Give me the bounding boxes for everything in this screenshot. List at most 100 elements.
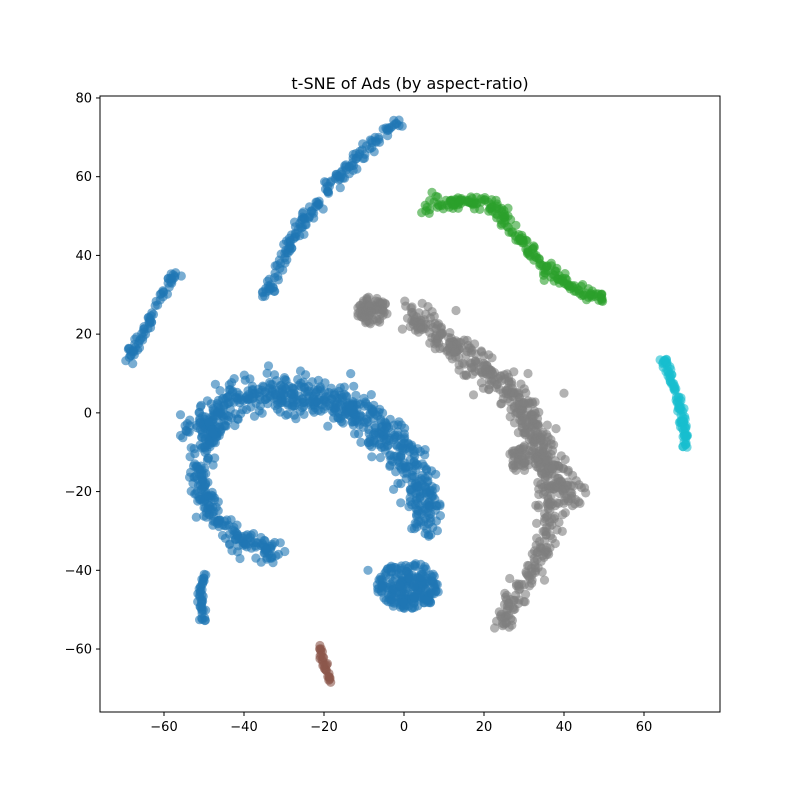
scatter-point [185,452,195,462]
scatter-point [451,305,461,316]
scatter-point [537,469,547,479]
scatter-point [291,229,301,239]
scatter-point [389,484,399,494]
scatter-point [431,191,441,201]
scatter-point [344,400,354,410]
scatter-point [260,387,270,397]
series-green [417,187,608,306]
scatter-point [403,438,413,448]
scatter-point [196,400,206,410]
scatter-point [399,603,409,614]
scatter-point [509,388,519,398]
scatter-point [401,461,412,472]
scatter-point [498,388,508,398]
scatter-point [375,453,385,463]
scatter-point [274,255,284,265]
scatter-point [299,409,309,419]
scatter-point [409,582,419,592]
scatter-point [504,598,514,608]
scatter-point [551,266,561,276]
scatter-point [425,502,435,512]
scatter-point [384,125,394,135]
scatter-point [581,488,591,498]
scatter-point [240,375,250,385]
y-tick-label: −40 [65,564,92,579]
scatter-point [598,296,608,306]
scatter-point [423,519,434,529]
scatter-point [212,517,223,527]
scatter-point [262,276,273,286]
scatter-point [480,360,490,370]
y-tick-label: −20 [65,485,92,500]
scatter-point [262,553,272,563]
scatter-point [427,482,437,492]
scatter-point [263,399,273,409]
scatter-point [450,346,460,357]
scatter-point [409,592,419,602]
scatter-point [423,302,433,312]
scatter-point [463,197,473,207]
scatter-point [365,319,375,329]
scatter-point [531,434,541,444]
scatter-point [661,355,671,365]
scatter-point [352,164,362,174]
scatter-point [375,314,385,324]
scatter-point [372,411,382,421]
scatter-point [366,390,376,400]
scatter-point [487,353,497,363]
scatter-point [393,420,403,430]
scatter-point [521,589,531,599]
scatter-point [427,589,437,599]
scatter-point [554,278,565,288]
scatter-point [563,467,573,477]
scatter-point [511,579,522,589]
scatter-point [501,618,511,628]
scatter-point [232,520,242,530]
scatter-point [128,359,138,369]
scatter-point [203,453,213,463]
scatter-point [121,356,131,366]
x-tick-label: 60 [636,720,653,735]
scatter-point [496,399,506,409]
scatter-point [415,489,425,499]
scatter-point [210,379,220,389]
scatter-point [500,374,510,384]
scatter-point [204,418,214,428]
scatter-point [519,458,529,468]
scatter-point [522,450,532,460]
scatter-point [355,301,365,311]
scatter-point [254,406,264,416]
axes: −60 −40 −20 0 20 40 60 −60 −40 −20 0 20 40 60 80 [65,91,653,735]
scatter-point [678,442,688,452]
scatter-point [295,366,306,376]
scatter-point [208,460,218,470]
scatter-point [347,417,357,427]
x-tick-label: −40 [230,720,257,735]
scatter-point [492,380,502,390]
scatter-point [532,518,542,529]
scatter-point [297,397,308,408]
y-tick-label: 80 [75,91,92,106]
scatter-point [268,282,278,292]
x-tick-label: 0 [400,720,408,735]
y-tick-label: −60 [65,643,92,658]
scatter-point [540,526,550,536]
scatter-point [381,434,391,444]
scatter-point [676,422,686,432]
scatter-point [557,485,568,495]
scatter-point [441,195,451,205]
scatter-point [231,392,241,402]
plot-area [100,96,720,712]
scatter-point [367,452,377,462]
scatter-point [525,427,535,437]
scatter-point [527,567,537,577]
series-gray [353,292,591,633]
scatter-point [320,378,330,388]
scatter-point [290,217,300,227]
scatter-point [129,350,139,360]
scatter-point [315,651,325,661]
scatter-point [417,459,427,469]
scatter-point [527,578,537,588]
scatter-point [663,366,673,376]
